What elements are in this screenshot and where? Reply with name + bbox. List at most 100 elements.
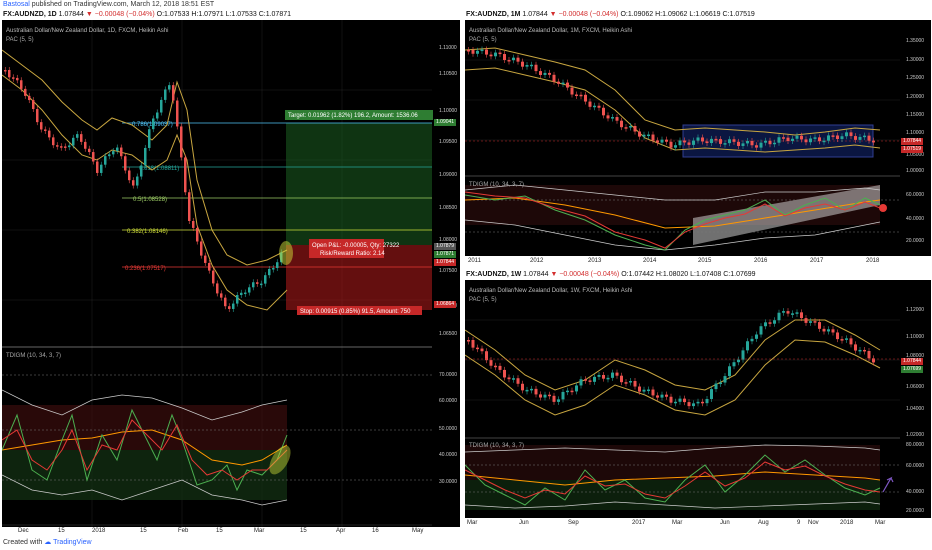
candle [768,140,772,145]
candle [831,329,835,333]
candle [244,292,247,295]
candle [525,65,529,67]
rt-tdi-label[interactable]: TDIGM (10, 34, 3, 7) [469,182,525,188]
candle [836,332,839,340]
candle [32,100,35,110]
candle [669,396,673,403]
left-symbol[interactable]: FX:AUDNZD, 1D [3,11,57,18]
candle [88,148,91,153]
rb-symbol[interactable]: FX:AUDNZD, 1W [466,271,522,278]
candle [620,375,623,383]
tdi-highlight-ellipse[interactable] [265,442,295,478]
left-price-tick: 1.06500 [439,331,458,337]
left-x-tick: May [412,528,424,534]
candle [696,137,700,141]
publish-header: Bastosal published on TradingView.com, M… [0,0,932,10]
left-x-tick: Dec [18,528,29,534]
rt-symbol[interactable]: FX:AUDNZD, 1M [466,11,521,18]
candle [44,129,47,131]
left-price-tag: 1.07844 [434,259,457,266]
tradingview-logo-icon: ☁ [44,539,52,546]
candle [714,383,718,390]
rb-candles [467,308,875,410]
rt-chart-svg[interactable] [465,20,931,256]
candle [24,88,27,96]
rt-price-tag: 1.07519 [901,146,924,153]
candle [521,383,524,391]
rt-chart-panel[interactable]: Australian Dollar/New Zealand Dollar, 1M… [465,20,931,256]
rt-pac-label[interactable]: PAC (5, 5) [469,37,497,43]
down-arrow-icon: ▼ [550,271,558,278]
candle [741,143,745,146]
footer: Created with ☁ TradingView [0,536,932,550]
candle [516,57,520,62]
tdi-signal-orange [465,471,881,486]
left-x-tick: 16 [372,528,379,534]
candle [124,156,127,171]
candle [570,87,574,95]
author-link[interactable]: Bastosal [3,1,30,8]
candle [471,50,475,54]
left-chart-svg[interactable]: 0.786(1.09037) 0.618(1.08811) 0.5(1.0852… [2,20,460,527]
candle [557,399,560,402]
rb-x-tick: 2018 [840,520,854,526]
candle [566,390,569,393]
candle [216,283,219,294]
rb-pac-label[interactable]: PAC (5, 5) [469,297,497,303]
candle [858,349,862,352]
rb-tdi-label[interactable]: TDIGM (10, 34, 3, 7) [469,443,525,449]
candle [701,401,704,404]
candle [128,170,131,181]
pac-upper-line [2,49,288,266]
highlight-ellipse[interactable] [279,241,293,265]
candle [777,137,781,143]
tdi-band-lower [465,501,881,509]
stop-label-bg [297,306,422,315]
rb-x-tick: Jun [720,520,730,526]
candle [597,105,601,108]
candle [768,322,772,324]
candle [647,134,650,137]
candle [164,89,167,100]
candle [674,401,677,404]
rt-symbol-line: FX:AUDNZD, 1M 1.07844 ▼ −0.00048 (−0.04%… [466,11,755,18]
candle [240,292,243,296]
candle [791,313,794,315]
candle [276,262,279,269]
rt-x-tick: 2016 [754,258,768,264]
candle [714,138,718,141]
left-pac-label[interactable]: PAC (5, 5) [6,37,34,43]
candle [471,340,475,348]
tdi-lower-band [2,450,287,500]
candle [530,388,533,391]
target-zone[interactable] [286,123,432,245]
candle [755,145,758,148]
left-x-tick: Apr [336,528,346,534]
candle [863,135,866,138]
candle [750,140,754,146]
candle [705,141,709,144]
rb-chart-panel[interactable]: Australian Dollar/New Zealand Dollar, 1W… [465,280,931,518]
candle [20,80,23,89]
candle [256,282,259,284]
rb-price-tick: 1.06000 [906,384,925,390]
created-with-label: Created with [3,539,43,546]
candle [656,140,659,143]
left-tdi-label[interactable]: TDIGM (10, 34, 3, 7) [6,353,62,359]
candle [818,322,821,329]
rb-chart-svg[interactable] [465,280,931,518]
candle [56,145,59,147]
candle [849,132,853,137]
candle [624,127,628,129]
rt-price-tag: 1.07844 [901,138,924,145]
left-chart-panel[interactable]: 0.786(1.09037) 0.618(1.08811) 0.5(1.0852… [2,20,460,527]
candle [200,241,203,256]
candle [512,378,515,380]
fib-label-0382: 0.382(1.08146) [127,229,168,235]
candle [602,107,605,116]
candle [651,134,655,141]
candle [791,138,794,141]
tradingview-link[interactable]: TradingView [53,539,92,546]
rt-tdi-tick: 20.0000 [906,238,925,244]
candle [268,268,271,276]
